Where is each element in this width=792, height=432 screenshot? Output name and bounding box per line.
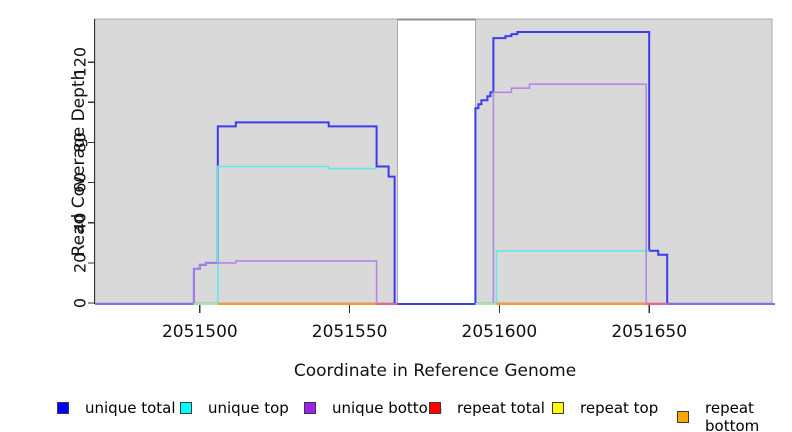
covered-region-left [94,18,399,304]
x-axis-title: Coordinate in Reference Genome [293,361,577,381]
y-axis-title: Read Coverage Depth [69,69,89,257]
x-tick-label: 2051650 [611,322,687,342]
x-tick-label: 2051550 [312,322,388,342]
y-tick-label: 60 [71,172,90,192]
series-unique-top-line [495,250,650,303]
y-tick-label: 40 [71,213,90,233]
x-tick-label: 2051600 [462,322,538,342]
x-tick-label: 2051500 [162,322,238,342]
covered-region-right [474,18,773,304]
series-unique-bottom-line [193,260,378,303]
series-unique-top-line [217,165,377,303]
y-tick-label: 20 [71,253,90,273]
y-tick-label: 0 [71,298,90,308]
series-unique-total-line [474,31,669,303]
series-unique-bottom-line [492,83,648,303]
y-tick-label: 120 [71,47,90,78]
y-tick-label: 80 [71,132,90,152]
